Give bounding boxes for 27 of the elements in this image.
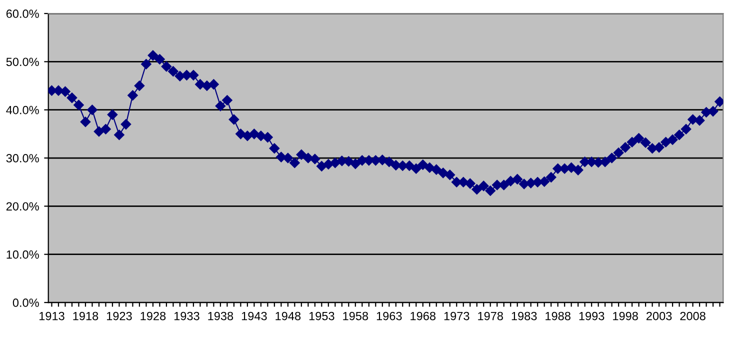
x-tick-label: 1963 bbox=[376, 312, 402, 320]
x-tick-label: 2003 bbox=[646, 312, 672, 320]
x-tick-label: 2008 bbox=[680, 312, 706, 320]
x-tick-label: 1998 bbox=[613, 312, 638, 320]
y-tick-label: 0.0% bbox=[12, 298, 39, 307]
y-tick-label: 60.0% bbox=[6, 10, 39, 18]
x-tick-label: 1973 bbox=[444, 312, 470, 320]
x-tick-label: 1953 bbox=[309, 312, 334, 320]
x-tick-label: 1913 bbox=[40, 312, 64, 320]
y-tick-label: 10.0% bbox=[6, 250, 39, 259]
x-tick-label: 1938 bbox=[208, 312, 234, 320]
x-tick-label: 1993 bbox=[579, 312, 604, 320]
x-tick-label: 1958 bbox=[343, 312, 368, 320]
x-tick-label: 1978 bbox=[478, 312, 503, 320]
x-tick-label: 1933 bbox=[174, 312, 200, 320]
y-tick-label: 30.0% bbox=[6, 154, 39, 162]
y-tick-label: 20.0% bbox=[6, 202, 39, 211]
x-tick-label: 1968 bbox=[410, 312, 436, 320]
x-tick-label: 1988 bbox=[546, 312, 570, 320]
x-tick-label: 1928 bbox=[140, 312, 166, 320]
x-tick-label: 1983 bbox=[512, 312, 537, 320]
x-tick-label: 1918 bbox=[73, 312, 98, 320]
y-tick-label: 40.0% bbox=[6, 106, 39, 114]
x-tick-label: 1948 bbox=[276, 312, 301, 320]
x-tick-label: 1943 bbox=[242, 312, 267, 320]
x-tick-label: 1923 bbox=[106, 312, 132, 320]
y-tick-label: 50.0% bbox=[6, 58, 39, 66]
